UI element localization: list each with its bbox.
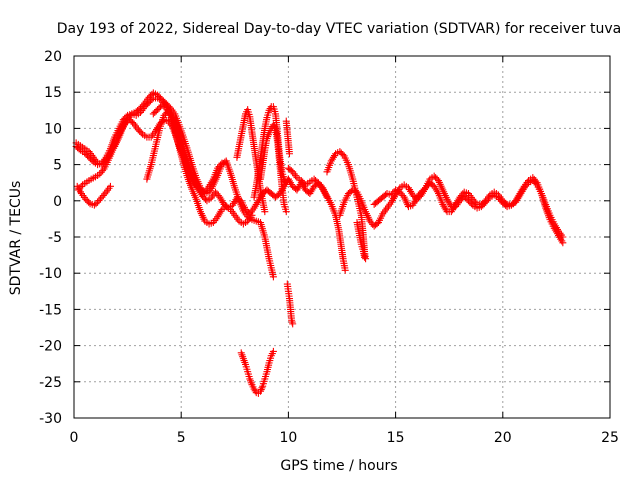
data-point-marker [266, 104, 274, 112]
data-point-marker [217, 161, 225, 169]
data-point-marker [289, 320, 297, 328]
data-point-marker [101, 190, 109, 198]
data-point-marker [85, 198, 93, 206]
data-point-marker [282, 208, 290, 216]
x-tick-label: 0 [70, 430, 79, 446]
x-tick-label: 10 [279, 430, 297, 446]
data-point-marker [148, 95, 156, 103]
y-tick-label: -15 [39, 302, 62, 318]
data-point-marker [269, 347, 277, 355]
data-point-marker [399, 191, 407, 199]
x-tick-label: 20 [494, 430, 512, 446]
data-point-marker [92, 200, 100, 208]
data-point-marker [106, 182, 114, 190]
data-point-marker [362, 255, 370, 263]
data-points [72, 89, 567, 397]
data-point-marker [257, 387, 265, 395]
data-point-marker [532, 177, 540, 185]
data-point-marker [218, 159, 226, 167]
y-tick-labels: -30 -25 -20 -15 -10 -5 0 5 10 15 20 [39, 49, 62, 427]
data-point-marker [341, 266, 349, 274]
y-tick-label: -10 [39, 266, 62, 282]
x-tick-label: 25 [601, 430, 619, 446]
data-point-marker [122, 113, 130, 121]
y-tick-label: 20 [44, 49, 62, 65]
data-point-marker [559, 239, 567, 247]
y-tick-label: 15 [44, 85, 62, 101]
y-tick-label: -5 [48, 230, 62, 246]
x-tick-label: 15 [387, 430, 405, 446]
y-axis-label: SDTVAR / TECUs [8, 181, 24, 296]
data-point-marker [257, 386, 265, 394]
y-tick-label: -25 [39, 375, 62, 391]
x-axis-label: GPS time / hours [280, 458, 397, 474]
data-point-marker [99, 167, 107, 175]
y-tick-label: 0 [53, 194, 62, 210]
data-point-marker [77, 183, 85, 191]
data-point-marker [361, 253, 369, 261]
axis-ticks [73, 55, 611, 419]
data-point-marker [467, 200, 475, 208]
chart-title: Day 193 of 2022, Sidereal Day-to-day VTE… [57, 21, 621, 37]
data-point-marker [88, 156, 96, 164]
x-tick-labels: 0 5 10 15 20 25 [70, 430, 619, 446]
y-tick-label: -20 [39, 339, 62, 355]
y-tick-label: 10 [44, 121, 62, 137]
y-tick-label: -30 [39, 411, 62, 427]
grid [74, 56, 610, 418]
data-point-marker [90, 201, 98, 209]
data-point-marker [485, 195, 493, 203]
data-point-marker [339, 150, 347, 158]
data-point-marker [75, 145, 83, 153]
data-point-marker [137, 129, 145, 137]
y-tick-label: 5 [53, 158, 62, 174]
data-point-marker [248, 211, 256, 219]
data-point-marker [261, 208, 269, 216]
x-tick-label: 5 [177, 430, 186, 446]
data-point-marker [269, 273, 277, 281]
data-point-marker [258, 384, 266, 392]
data-point-marker [285, 150, 293, 158]
